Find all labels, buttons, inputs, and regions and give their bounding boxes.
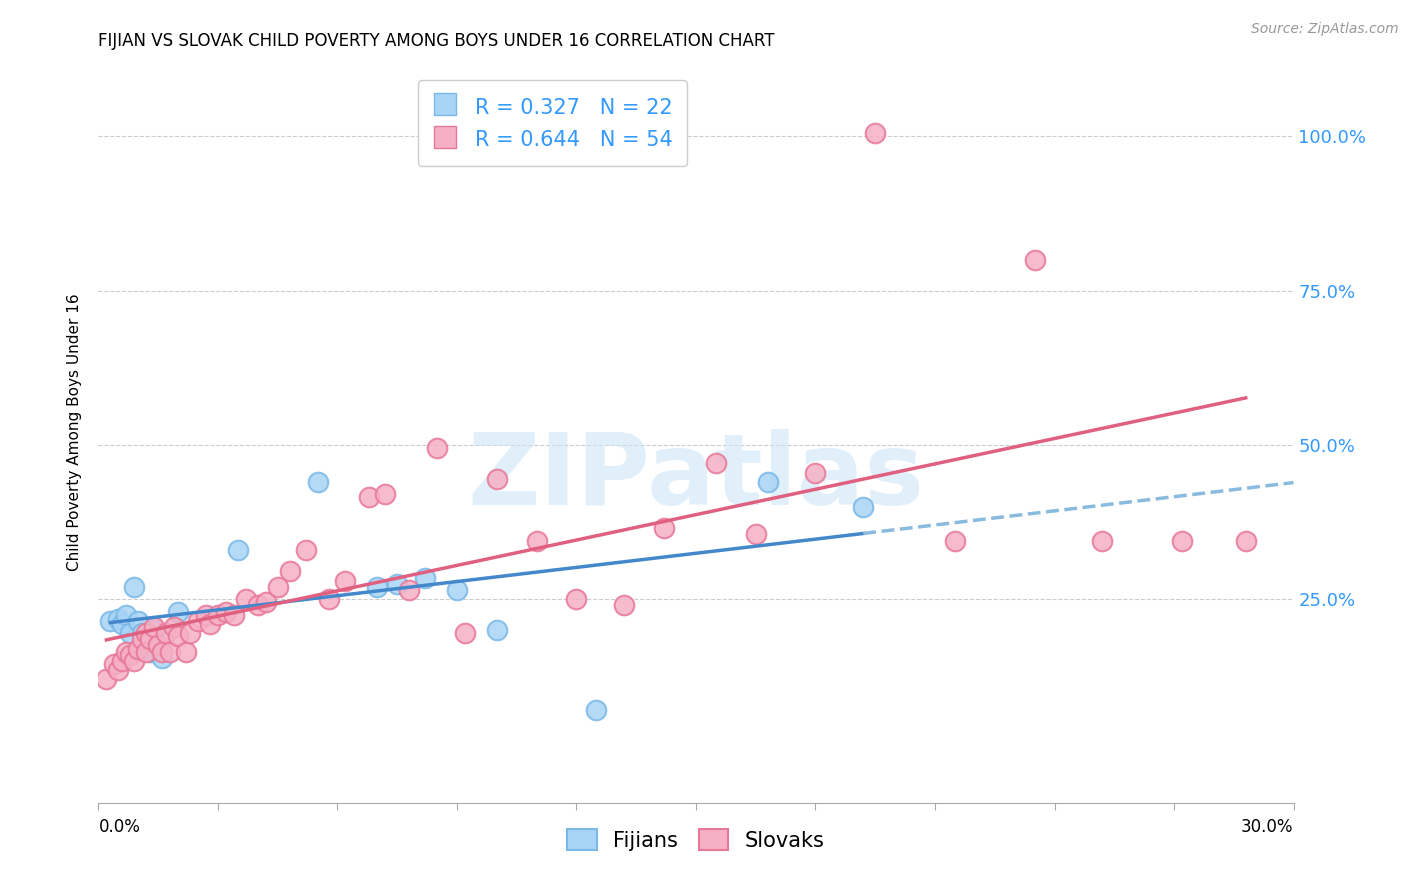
Text: 30.0%: 30.0%	[1241, 818, 1294, 836]
Point	[98, 614, 122, 628]
Text: 0.0%: 0.0%	[98, 818, 141, 836]
Point	[1091, 533, 1114, 548]
Point	[150, 645, 173, 659]
Point	[454, 626, 477, 640]
Point	[174, 645, 197, 659]
Point	[804, 466, 827, 480]
Point	[159, 645, 181, 659]
Point	[139, 632, 162, 647]
Legend: Fijians, Slovaks: Fijians, Slovaks	[560, 821, 832, 859]
Y-axis label: Child Poverty Among Boys Under 16: Child Poverty Among Boys Under 16	[67, 293, 83, 572]
Point	[198, 616, 221, 631]
Point	[150, 650, 173, 665]
Text: ZIPatlas: ZIPatlas	[468, 428, 924, 525]
Point	[335, 574, 357, 588]
Point	[235, 592, 257, 607]
Point	[222, 607, 245, 622]
Point	[127, 614, 149, 628]
Point	[294, 542, 316, 557]
Point	[131, 632, 153, 647]
Point	[485, 472, 508, 486]
Point	[143, 620, 166, 634]
Point	[366, 580, 388, 594]
Point	[115, 645, 138, 659]
Point	[254, 595, 277, 609]
Point	[107, 612, 129, 626]
Point	[143, 623, 166, 637]
Point	[127, 641, 149, 656]
Point	[115, 607, 138, 622]
Point	[179, 626, 201, 640]
Point	[359, 491, 381, 505]
Point	[385, 576, 409, 591]
Point	[1234, 533, 1257, 548]
Point	[398, 582, 420, 597]
Point	[565, 592, 588, 607]
Text: Source: ZipAtlas.com: Source: ZipAtlas.com	[1251, 22, 1399, 37]
Point	[852, 500, 875, 514]
Point	[111, 654, 134, 668]
Point	[207, 607, 229, 622]
Point	[167, 605, 190, 619]
Point	[96, 673, 118, 687]
Point	[756, 475, 779, 489]
Point	[413, 571, 436, 585]
Point	[195, 607, 218, 622]
Point	[167, 629, 190, 643]
Point	[135, 645, 157, 659]
Point	[318, 592, 340, 607]
Point	[107, 663, 129, 677]
Point	[246, 599, 269, 613]
Point	[187, 614, 209, 628]
Point	[374, 487, 396, 501]
Point	[139, 645, 162, 659]
Point	[704, 457, 727, 471]
Point	[103, 657, 125, 671]
Point	[226, 542, 249, 557]
Point	[163, 620, 186, 634]
Point	[215, 605, 238, 619]
Point	[278, 565, 301, 579]
Point	[124, 654, 146, 668]
Point	[585, 703, 607, 717]
Point	[943, 533, 966, 548]
Point	[652, 521, 675, 535]
Point	[135, 626, 157, 640]
Point	[124, 580, 146, 594]
Point	[155, 626, 177, 640]
Point	[307, 475, 329, 489]
Point	[120, 626, 142, 640]
Point	[120, 648, 142, 662]
Point	[148, 639, 170, 653]
Point	[865, 127, 887, 141]
Point	[267, 580, 290, 594]
Point	[111, 616, 134, 631]
Point	[446, 582, 468, 597]
Point	[426, 441, 449, 455]
Point	[1171, 533, 1194, 548]
Point	[1024, 252, 1046, 267]
Point	[745, 527, 768, 541]
Point	[131, 626, 153, 640]
Point	[526, 533, 548, 548]
Point	[485, 623, 508, 637]
Point	[613, 599, 636, 613]
Text: FIJIAN VS SLOVAK CHILD POVERTY AMONG BOYS UNDER 16 CORRELATION CHART: FIJIAN VS SLOVAK CHILD POVERTY AMONG BOY…	[98, 32, 775, 50]
